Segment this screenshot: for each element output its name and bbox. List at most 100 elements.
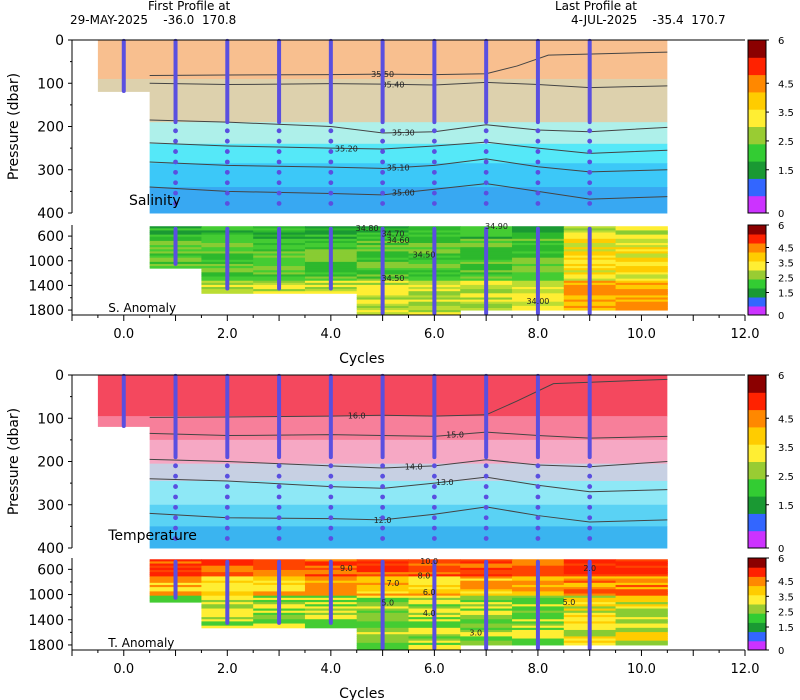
anomaly-cell (615, 612, 668, 616)
profile-sample-dot (380, 494, 386, 500)
anomaly-cell (615, 599, 668, 603)
anomaly-cell (304, 625, 358, 629)
colorbar-swatch (748, 143, 766, 162)
anomaly-cell (615, 565, 668, 569)
y-tick-label: 600 (37, 229, 64, 245)
panel-label: S. Anomaly (108, 301, 176, 315)
profile-sample-dot (173, 190, 178, 196)
profile-sample-dot (535, 473, 541, 479)
contour-label: 34.60 (387, 236, 410, 245)
profile-sample-dot (380, 504, 386, 510)
profile-sample-dot (483, 169, 489, 175)
contour-label: 14.0 (405, 463, 423, 472)
profile-sample-dot (587, 536, 593, 541)
anomaly-cell (615, 634, 668, 637)
anomaly-cell (615, 625, 668, 629)
x-tick-label: 10.0 (627, 327, 656, 342)
profile-sample-dot (328, 169, 334, 175)
profile-sample-dot (380, 149, 386, 154)
panel-label: Salinity (129, 193, 181, 209)
x-axis-title: Cycles (339, 351, 385, 367)
panel-temperature: 16.0 15.0 14.0 13.0 12.0 0 100 200 300 400 Pressur… (6, 368, 794, 557)
anomaly-cell (615, 230, 668, 234)
profile-sample-dot (535, 484, 541, 489)
profile-sample-dot (173, 473, 178, 479)
profile-sample-dot (380, 463, 386, 469)
profile-sample-dot (587, 494, 593, 500)
anomaly-cell (615, 582, 668, 586)
profile-sample-dot (431, 494, 437, 500)
colorbar-swatch (748, 444, 766, 462)
profile-sample-dot (483, 525, 489, 531)
colorbar-tick-label: 0 (778, 646, 784, 657)
y-tick-label: 300 (37, 498, 64, 514)
y-tick-label: 1000 (28, 254, 64, 270)
colorbar-swatch (748, 375, 766, 393)
last-profile-label: Last Profile at (555, 0, 637, 13)
colorbar-swatch (748, 558, 766, 568)
profile-sample-dot (483, 149, 489, 154)
profile-sample-dot (535, 149, 541, 154)
profile-sample-dot (276, 201, 282, 206)
anomaly-cell (615, 640, 668, 644)
colorbar-tick-label: 2.5 (778, 137, 794, 148)
anomaly-cell (615, 297, 668, 301)
y-tick-label: 1800 (28, 638, 64, 654)
colorbar-tick-label: 2.5 (778, 274, 794, 285)
anomaly-cell (615, 559, 668, 562)
contour-label: 34.70 (382, 230, 405, 239)
profile-sample-dot (431, 159, 437, 165)
colorbar-tick-label: 3.5 (778, 592, 794, 603)
x-tick-label: 4.0 (321, 327, 342, 342)
colorbar-tick-label: 4.5 (778, 577, 794, 588)
anomaly-cell (615, 597, 668, 601)
anomaly-cell (615, 576, 668, 580)
anomaly-cell (615, 614, 668, 618)
profile-sample-dot (587, 473, 593, 479)
anomaly-cell (615, 291, 668, 294)
profile-sample-dot (535, 190, 541, 196)
profile-sample-dot (328, 463, 334, 469)
x-tick-label: 2.0 (217, 662, 238, 677)
profile-sample-dot (173, 138, 178, 144)
profile-sample-dot (431, 463, 437, 469)
profile-sample-dot (224, 463, 230, 469)
profile-sample-dot (587, 149, 593, 154)
anomaly-cell (615, 307, 668, 311)
profile-sample-dot (483, 536, 489, 541)
anomaly-cell (615, 569, 668, 573)
profile-sample-dot (276, 138, 282, 144)
profile-sample-dot (431, 190, 437, 196)
profile-sample-dot (431, 201, 437, 206)
profile-sample-dot (224, 494, 230, 500)
first-profile-label: First Profile at (148, 0, 231, 13)
colorbar-swatch (748, 513, 766, 532)
contour-label: 34.50 (413, 251, 436, 260)
y-tick-label: 0 (55, 368, 64, 384)
colorbar-swatch (748, 288, 766, 298)
profile-sample-dot (328, 504, 334, 510)
contour-label: 16.0 (348, 412, 366, 421)
profile-sample-dot (276, 484, 282, 489)
colorbar-swatch (748, 109, 766, 127)
colorbar-swatch (748, 604, 766, 614)
profile-sample-dot (224, 128, 230, 134)
anomaly-cell (615, 303, 668, 307)
colorbar-frame (747, 39, 767, 214)
profile-sample-dot (173, 536, 178, 541)
profile-sample-dot (380, 180, 386, 186)
panels: 35.5035.4035.3035.2035.1035.000100200300… (6, 33, 794, 700)
profile-sample-dot (328, 201, 334, 206)
colorbar-tick-label: 6 (778, 371, 784, 382)
profile-sample-dot (276, 180, 282, 186)
anomaly-cell (615, 299, 668, 303)
profile-sample-dot (380, 525, 386, 531)
profile-sample-dot (380, 138, 386, 144)
x-tick-label: 2.0 (217, 327, 238, 342)
profile-sample-dot (224, 525, 230, 531)
anomaly-cell (615, 629, 668, 633)
y-tick-label: 400 (37, 541, 64, 557)
anomaly-cell (615, 638, 668, 642)
anomaly-cell (615, 276, 668, 280)
y-tick-label: 1400 (28, 278, 64, 294)
